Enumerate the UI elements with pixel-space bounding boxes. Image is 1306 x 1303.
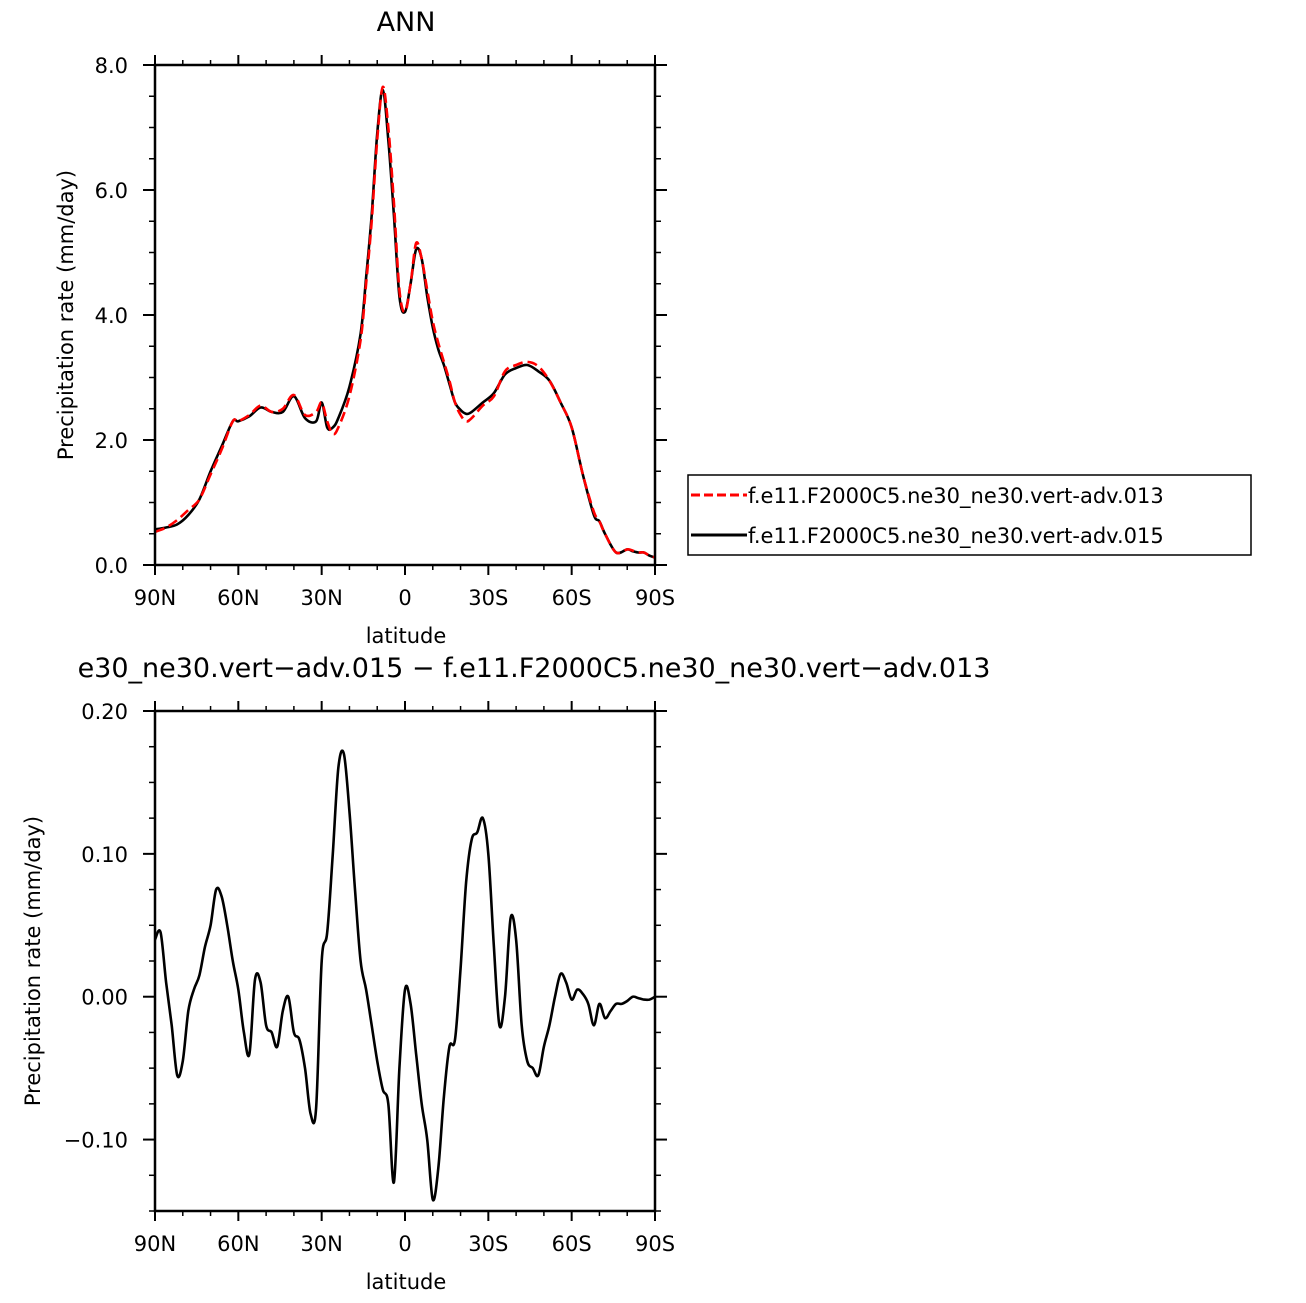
y-tick-label: 0.10: [81, 843, 128, 867]
y-tick-label: 4.0: [95, 304, 128, 328]
x-tick-label: 30N: [300, 1232, 342, 1256]
x-tick-label: 60N: [217, 586, 259, 610]
plot-frame: [153, 709, 657, 1213]
panel-mean-precipitation: ANN 90N 60N 30N 0 30S 60S 90S 0.0 2.0 4.0 6.0 8.0 l…: [54, 7, 675, 648]
x-tick-label: 30N: [300, 586, 342, 610]
x-tick-label: 60S: [552, 1232, 592, 1256]
x-tick-label: 60N: [217, 1232, 259, 1256]
y-tick-label: 0.20: [81, 700, 128, 724]
series-line-0: [153, 749, 656, 1202]
x-tick-label: 90S: [635, 1232, 675, 1256]
y-tick-label: −0.10: [64, 1129, 128, 1153]
chart-title: e30_ne30.vert−adv.015 − f.e11.F2000C5.ne…: [78, 653, 991, 684]
x-tick-label: 90S: [635, 586, 675, 610]
plot-frame: [153, 63, 657, 567]
y-tick-label: 0.0: [95, 554, 128, 578]
x-tick-label: 30S: [468, 586, 508, 610]
legend-label-015: f.e11.F2000C5.ne30_ne30.vert-adv.015: [748, 524, 1164, 549]
series-line-0: [154, 85, 656, 559]
x-tick-label: 60S: [552, 586, 592, 610]
chart-title: ANN: [377, 7, 436, 38]
x-tick-label: 0: [398, 1232, 411, 1256]
x-axis-label: latitude: [366, 624, 447, 648]
legend: f.e11.F2000C5.ne30_ne30.vert-adv.013 f.e…: [687, 474, 1252, 556]
y-tick-label: 8.0: [95, 54, 128, 78]
y-axis-label: Precipitation rate (mm/day): [21, 816, 45, 1106]
panel-difference: e30_ne30.vert−adv.015 − f.e11.F2000C5.ne…: [21, 653, 990, 1294]
legend-label-013: f.e11.F2000C5.ne30_ne30.vert-adv.013: [748, 484, 1164, 509]
series-line-1: [154, 88, 656, 559]
y-tick-label: 6.0: [95, 179, 128, 203]
x-axis-label: latitude: [366, 1270, 447, 1294]
y-tick-label: 2.0: [95, 429, 128, 453]
y-axis-label: Precipitation rate (mm/day): [54, 170, 78, 460]
y-tick-label: 0.00: [81, 986, 128, 1010]
x-tick-label: 0: [398, 586, 411, 610]
legend-box: [687, 474, 1252, 556]
x-tick-label: 30S: [468, 1232, 508, 1256]
x-tick-label: 90N: [134, 586, 176, 610]
x-tick-label: 90N: [134, 1232, 176, 1256]
